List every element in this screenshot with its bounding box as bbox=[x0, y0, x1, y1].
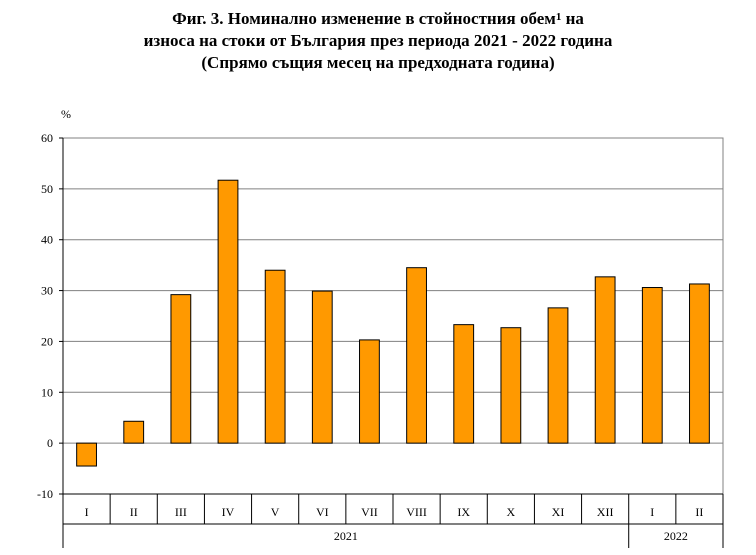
x-tick-label: VI bbox=[316, 505, 329, 519]
y-tick-label: 10 bbox=[41, 385, 53, 399]
chart-title-line-1: Фиг. 3. Номинално изменение в стойностни… bbox=[172, 9, 584, 28]
x-tick-label: VII bbox=[361, 505, 378, 519]
x-tick-label: IV bbox=[222, 505, 235, 519]
y-tick-label: 60 bbox=[41, 131, 53, 145]
bar bbox=[217, 179, 239, 444]
year-group-label: 2021 bbox=[334, 529, 358, 543]
bar bbox=[406, 267, 427, 444]
bar bbox=[170, 294, 192, 444]
y-tick-label: 30 bbox=[41, 284, 53, 298]
plot-area-border bbox=[62, 137, 724, 495]
bar bbox=[689, 283, 710, 444]
x-tick-label: IX bbox=[457, 505, 470, 519]
bar bbox=[76, 442, 97, 467]
x-tick-label: I bbox=[85, 505, 89, 519]
y-axis-label: % bbox=[61, 107, 71, 121]
y-tick-label: 40 bbox=[41, 233, 53, 247]
y-tick-label: 50 bbox=[41, 182, 53, 196]
bar bbox=[359, 339, 380, 444]
axes bbox=[59, 137, 724, 548]
x-tick-label: XI bbox=[552, 505, 565, 519]
footnote-marker: 1 bbox=[555, 11, 562, 23]
bar bbox=[641, 287, 663, 444]
y-tick-label: -10 bbox=[37, 487, 53, 501]
year-group-label: 2022 bbox=[664, 529, 688, 543]
x-tick-label: VIII bbox=[406, 505, 427, 519]
bars bbox=[76, 179, 710, 467]
bar bbox=[547, 307, 569, 444]
chart-title: Фиг. 3. Номинално изменение в стойностни… bbox=[0, 8, 756, 74]
y-tick-label: 0 bbox=[47, 436, 53, 450]
x-tick-label: X bbox=[507, 505, 516, 519]
bar bbox=[264, 269, 286, 444]
x-tick-label: II bbox=[695, 505, 703, 519]
x-tick-label: XII bbox=[597, 505, 614, 519]
x-tick-label: II bbox=[130, 505, 138, 519]
bar bbox=[500, 327, 522, 444]
bar bbox=[123, 420, 145, 444]
bar bbox=[594, 276, 616, 444]
bar bbox=[311, 290, 333, 444]
x-tick-label: I bbox=[650, 505, 654, 519]
chart-title-line-2: износа на стоки от България през периода… bbox=[143, 31, 613, 50]
gridlines bbox=[62, 137, 724, 495]
x-tick-label: III bbox=[175, 505, 187, 519]
x-tick-label: V bbox=[271, 505, 280, 519]
chart-subtitle: (Спрямо същия месец на предходната годин… bbox=[201, 53, 555, 72]
y-tick-label: 20 bbox=[41, 334, 53, 348]
bar bbox=[453, 324, 475, 444]
